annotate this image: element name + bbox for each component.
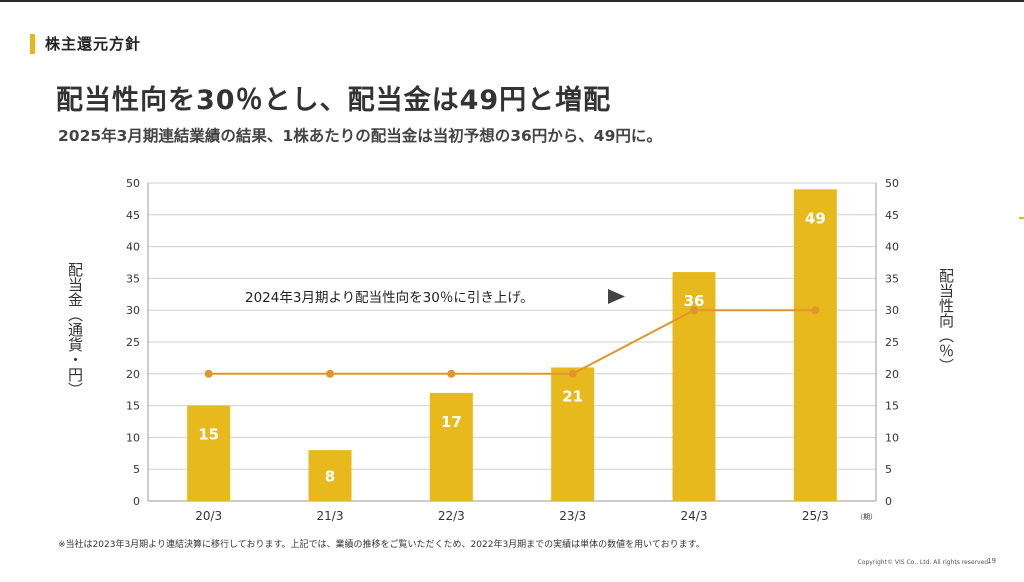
y-tick-label: 0 (133, 495, 140, 508)
y2-tick-label: 25 (885, 336, 899, 349)
x-tick-label: 24/3 (681, 509, 708, 523)
payout-ratio-point (447, 369, 456, 378)
y-tick-label: 30 (126, 304, 140, 317)
x-tick-label: 21/3 (317, 509, 344, 523)
y2-tick-label: 15 (885, 400, 899, 413)
bar-data-label: 36 (684, 292, 705, 310)
y2-axis-title: 配当性向（％） (937, 268, 955, 373)
right-triangle-arrow-icon (608, 289, 625, 304)
payout-ratio-point (204, 369, 213, 378)
annotation-text: 2024年3月期より配当性向を30％に引き上げ。 (245, 290, 534, 306)
y-tick-label: 5 (133, 463, 140, 476)
bar-data-label: 15 (198, 426, 219, 444)
y2-tick-label: 45 (885, 209, 899, 222)
bar-data-label: 49 (805, 209, 826, 227)
y-tick-label: 50 (126, 177, 140, 190)
y-tick-label: 20 (126, 368, 140, 381)
footnote: ※当社は2023年3月期より連結決算に移行しております。上記では、業績の推移をご… (58, 540, 705, 550)
y-tick-label: 10 (126, 431, 140, 444)
payout-ratio-point (326, 369, 334, 378)
copyright: Copyright© VIS Co., Ltd. All rights rese… (857, 559, 990, 566)
y2-tick-label: 40 (885, 241, 899, 254)
x-unit-label: （期） (856, 513, 877, 521)
dividend-bar (187, 405, 231, 501)
dividend-bar (429, 392, 473, 501)
dividend-bar (308, 450, 352, 501)
y-tick-label: 25 (126, 336, 140, 349)
y-tick-label: 15 (126, 400, 140, 413)
y2-tick-label: 35 (885, 272, 899, 285)
y2-tick-label: 20 (885, 368, 899, 381)
bar-data-label: 8 (325, 468, 335, 486)
y-tick-label: 40 (126, 241, 140, 254)
bar-data-label: 21 (562, 387, 583, 405)
x-tick-label: 25/3 (802, 509, 829, 523)
payout-ratio-point (811, 306, 820, 315)
y-axis-title: 配当金（通貨・円） (66, 262, 84, 397)
dividend-bar (551, 367, 595, 501)
edge-accent (1019, 217, 1024, 219)
page-number: 19 (987, 557, 996, 565)
payout-ratio-line (208, 309, 816, 375)
section-title: 株主還元方針 (45, 35, 142, 53)
page-subtitle: 2025年3月期連結業績の結果、1株あたりの配当金は当初予想の36円から、49円… (58, 127, 662, 145)
y2-tick-label: 0 (885, 495, 892, 508)
x-tick-label: 23/3 (559, 509, 586, 523)
payout-ratio-point (690, 306, 698, 315)
y2-tick-label: 50 (885, 177, 899, 190)
section-heading: 株主還元方針 (30, 33, 141, 54)
payout-ratio-point (568, 369, 577, 378)
y2-tick-label: 10 (885, 431, 899, 444)
x-tick-label: 22/3 (438, 509, 465, 523)
y2-tick-label: 30 (885, 304, 899, 317)
y-tick-label: 35 (126, 272, 140, 285)
top-border (0, 0, 1024, 2)
section-marker (30, 33, 35, 54)
x-tick-label: 20/3 (195, 509, 222, 523)
dividend-bar (793, 189, 837, 502)
page-title: 配当性向を30％とし、配当金は49円と増配 (56, 85, 612, 116)
bar-data-label: 17 (441, 413, 462, 431)
y-tick-label: 45 (126, 209, 140, 222)
y2-tick-label: 5 (885, 463, 892, 476)
